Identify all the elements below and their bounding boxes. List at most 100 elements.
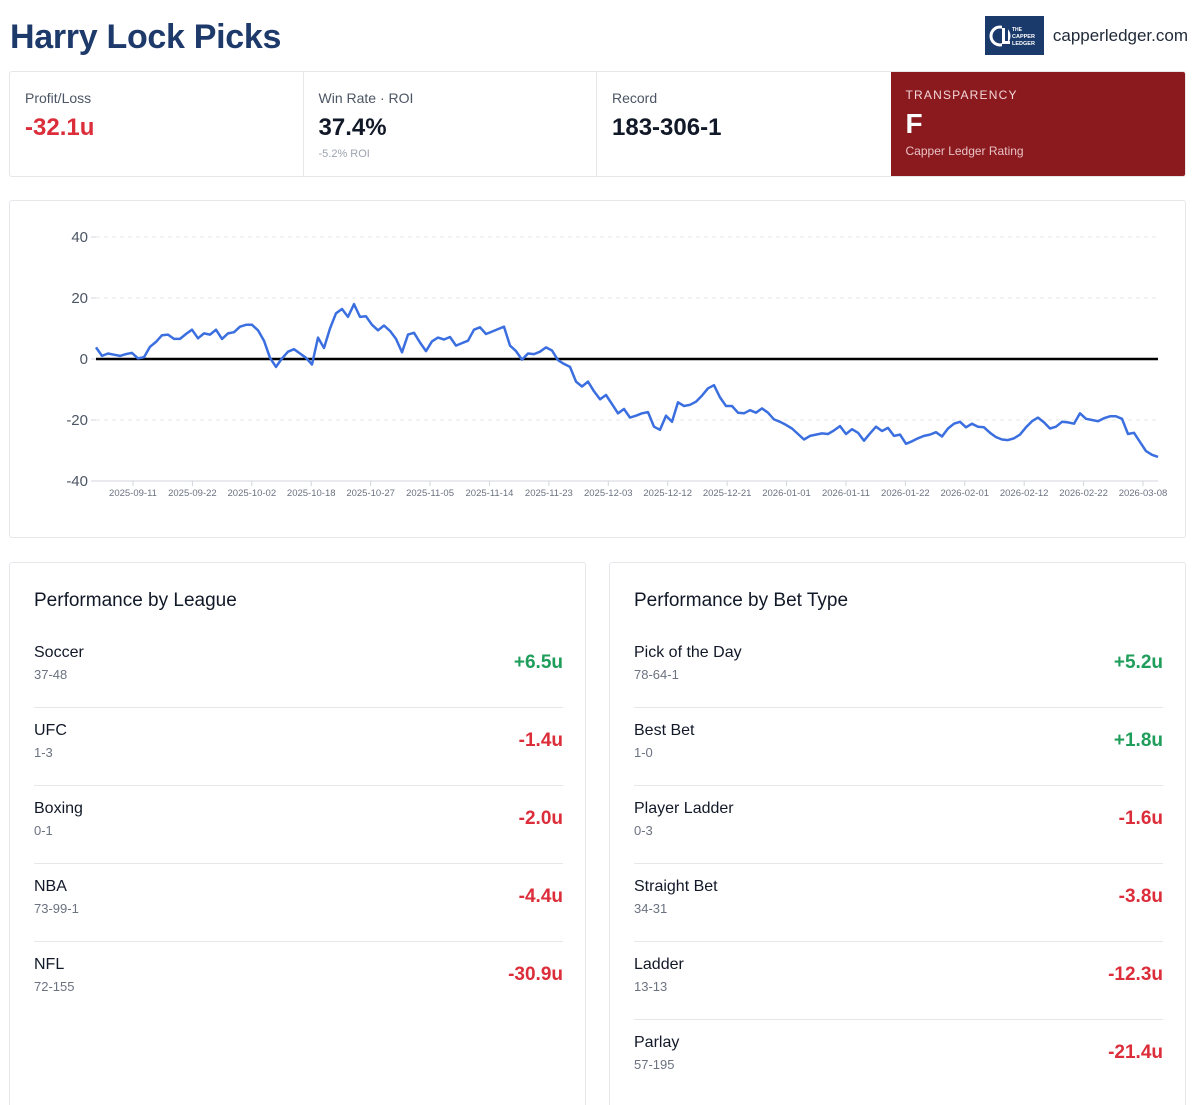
rating-label: TRANSPARENCY [905, 88, 1018, 102]
x-tick-label: 2026-02-01 [940, 488, 989, 499]
row-name: Soccer [34, 644, 84, 661]
list-item: Straight Bet 34-31 -3.8u [634, 864, 1163, 942]
list-item: Soccer 37-48 +6.5u [34, 630, 563, 708]
league-list: Soccer 37-48 +6.5u UFC 1-3 -1.4u Boxing 0-1 -2.0… [34, 630, 563, 1020]
row-units: -3.8u [1118, 886, 1163, 907]
y-tick-label: 0 [80, 351, 88, 368]
profit-series-line [94, 302, 1159, 459]
stat-label: Profit/Loss [25, 90, 92, 106]
row-units: -21.4u [1108, 1042, 1163, 1063]
stat-roi: -5.2% ROI [318, 148, 370, 160]
x-tick-label: 2025-10-02 [228, 488, 277, 499]
x-tick-label: 2025-10-27 [346, 488, 395, 499]
x-tick-label: 2025-12-21 [703, 488, 752, 499]
page-title: Harry Lock Picks [10, 18, 282, 56]
x-tick-label: 2025-09-22 [168, 488, 217, 499]
row-units: +1.8u [1113, 730, 1163, 751]
row-name: NFL [34, 956, 65, 973]
list-item: Pick of the Day 78-64-1 +5.2u [634, 630, 1163, 708]
row-record: 72-155 [34, 979, 75, 994]
x-tick-label: 2025-10-18 [287, 488, 336, 499]
row-record: 34-31 [634, 901, 668, 916]
x-tick-label: 2025-11-23 [525, 488, 573, 499]
row-units: -12.3u [1108, 964, 1163, 985]
row-name: Parlay [634, 1034, 680, 1051]
row-record: 78-64-1 [634, 667, 679, 682]
row-units: +5.2u [1113, 652, 1163, 673]
stat-profit-loss: Profit/Loss -32.1u [10, 72, 304, 176]
row-units: -30.9u [508, 964, 563, 985]
list-item: Parlay 57-195 -21.4u [634, 1020, 1163, 1098]
profit-chart-card: 40 20 0 -20 -40 2025-09-11 2025-09-22 2025-10-… [9, 200, 1186, 538]
x-tick-label: 2026-02-22 [1059, 488, 1108, 499]
site-link[interactable]: capperledger.com [1052, 25, 1188, 45]
row-record: 1-0 [634, 745, 653, 760]
stats-bar: Profit/Loss -32.1u Win Rate · ROI 37.4% … [9, 71, 1186, 177]
x-tick-label: 2025-09-11 [109, 488, 157, 499]
x-tick-label: 2026-02-12 [1000, 488, 1049, 499]
x-tick-label: 2026-01-11 [822, 488, 870, 499]
x-tick-label: 2025-11-05 [406, 488, 454, 499]
list-item: Ladder 13-13 -12.3u [634, 942, 1163, 1020]
row-units: -1.4u [518, 730, 563, 751]
y-tick-label: 40 [71, 229, 88, 246]
row-record: 1-3 [34, 745, 53, 760]
page-header: Harry Lock Picks THE CAPPER LEDGER cappe… [10, 14, 1188, 62]
stat-win-rate: Win Rate · ROI 37.4% -5.2% ROI [304, 72, 597, 176]
list-item: Boxing 0-1 -2.0u [34, 786, 563, 864]
y-tick-label: -20 [66, 412, 88, 429]
capper-ledger-logo[interactable]: THE CAPPER LEDGER [984, 16, 1044, 55]
stat-value: 37.4% [318, 114, 387, 141]
svg-text:LEDGER: LEDGER [1012, 41, 1035, 47]
svg-text:THE: THE [1012, 27, 1023, 33]
row-name: Best Bet [634, 722, 695, 739]
row-name: Pick of the Day [634, 644, 742, 661]
y-tick-label: 20 [71, 290, 88, 307]
stat-value: -32.1u [25, 114, 95, 141]
y-tick-label: -40 [66, 473, 88, 490]
list-item: NFL 72-155 -30.9u [34, 942, 563, 1020]
row-name: Straight Bet [634, 878, 718, 895]
row-record: 0-3 [634, 823, 653, 838]
row-record: 57-195 [634, 1057, 675, 1072]
stat-label: Record [612, 90, 658, 106]
x-tick-label: 2026-03-08 [1119, 488, 1168, 499]
bettype-panel: Performance by Bet Type Pick of the Day 7… [609, 562, 1186, 1105]
profit-line-chart: 40 20 0 -20 -40 2025-09-11 2025-09-22 2025-10-… [66, 229, 1168, 499]
list-item: Player Ladder 0-3 -1.6u [634, 786, 1163, 864]
row-units: -2.0u [518, 808, 563, 829]
row-name: UFC [34, 722, 67, 739]
rating-grade: F [905, 108, 923, 139]
panel-title: Performance by Bet Type [634, 590, 849, 611]
panel-title: Performance by League [34, 590, 237, 611]
row-name: Player Ladder [634, 800, 734, 817]
row-record: 73-99-1 [34, 901, 79, 916]
bettype-list: Pick of the Day 78-64-1 +5.2u Best Bet 1-0 +1… [634, 630, 1163, 1098]
x-tick-label: 2025-12-12 [643, 488, 692, 499]
row-record: 37-48 [34, 667, 68, 682]
list-item: NBA 73-99-1 -4.4u [34, 864, 563, 942]
x-tick-label: 2026-01-22 [881, 488, 930, 499]
x-tick-label: 2025-12-03 [584, 488, 633, 499]
row-name: NBA [34, 878, 67, 895]
row-units: -4.4u [518, 886, 563, 907]
row-record: 0-1 [34, 823, 53, 838]
stat-transparency-rating: TRANSPARENCY F Capper Ledger Rating [890, 72, 1185, 176]
row-units: -1.6u [1118, 808, 1163, 829]
row-record: 13-13 [634, 979, 668, 994]
stat-label: Win Rate · ROI [318, 90, 414, 106]
logo-mark-icon: THE CAPPER LEDGER [989, 24, 1035, 47]
row-name: Boxing [34, 800, 83, 817]
row-units: +6.5u [513, 652, 563, 673]
list-item: Best Bet 1-0 +1.8u [634, 708, 1163, 786]
brand[interactable]: THE CAPPER LEDGER capperledger.com [984, 16, 1188, 55]
x-tick-label: 2026-01-01 [762, 488, 811, 499]
svg-text:CAPPER: CAPPER [1012, 34, 1035, 40]
list-item: UFC 1-3 -1.4u [34, 708, 563, 786]
stat-value: 183-306-1 [612, 114, 722, 141]
x-tick-label: 2025-11-14 [466, 488, 514, 499]
stat-record: Record 183-306-1 [597, 72, 891, 176]
league-panel: Performance by League Soccer 37-48 +6.5u UF… [9, 562, 586, 1105]
rating-sub: Capper Ledger Rating [905, 144, 1024, 158]
row-name: Ladder [634, 956, 684, 973]
